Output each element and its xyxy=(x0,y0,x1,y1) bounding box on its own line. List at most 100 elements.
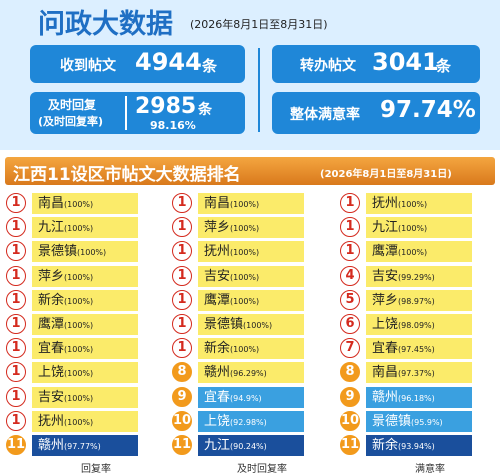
rank-bar: 九江(100%) xyxy=(32,217,138,239)
rank-badge: 1 xyxy=(6,217,26,238)
rank-bar: 新余(100%) xyxy=(198,338,304,360)
rate: (100%) xyxy=(230,224,260,234)
rate: (100%) xyxy=(64,321,94,330)
rate: (100%) xyxy=(64,296,94,306)
rank-row: 1 景德镇(100%) xyxy=(172,314,312,335)
rate: (100%) xyxy=(64,272,94,282)
rank-bar: 九江(90.24%) xyxy=(198,435,304,456)
rank-bar: 鹰潭(100%) xyxy=(366,241,472,263)
rank-row: 10 上饶(92.98%) xyxy=(172,410,312,432)
stat-label: 及时回复 xyxy=(48,98,97,112)
rank-row: 1 新余(100%) xyxy=(172,338,312,360)
rate: (97.37%) xyxy=(398,369,435,379)
stat-value: 2985 xyxy=(135,94,197,119)
column-label: 回复率 xyxy=(81,464,111,475)
rank-badge: 1 xyxy=(6,289,26,310)
rank-badge: 11 xyxy=(340,435,360,455)
city: 吉安 xyxy=(204,268,231,284)
rate: (100%) xyxy=(398,248,428,258)
rank-badge: 1 xyxy=(6,241,26,262)
rank-bar: 景德镇(100%) xyxy=(198,314,304,335)
rate: (96.29%) xyxy=(230,369,267,379)
city: 抚州 xyxy=(372,196,399,211)
rate: (100%) xyxy=(230,200,260,209)
rank-badge: 1 xyxy=(6,410,26,431)
rank-row: 1 吉安(100%) xyxy=(172,265,312,287)
rank-badge: 4 xyxy=(340,265,360,286)
rank-badge: 1 xyxy=(172,314,192,334)
city: 九江 xyxy=(204,438,231,453)
rate: (90.24%) xyxy=(230,442,267,451)
stat-label: (及时回复率) xyxy=(38,115,104,128)
rank-bar: 上饶(98.09%) xyxy=(366,314,472,335)
rank-badge: 1 xyxy=(340,241,360,262)
stat-box: 收到帖文 4944 条 xyxy=(30,45,245,83)
stat-box: 转办帖文 3041 条 xyxy=(272,45,480,83)
rate: (98.97%) xyxy=(398,296,435,306)
city: 萍乡 xyxy=(204,220,231,236)
rank-bar: 赣州(96.29%) xyxy=(198,362,304,384)
rate: (100%) xyxy=(243,321,273,330)
rank-badge: 11 xyxy=(172,435,192,455)
rate: (100%) xyxy=(230,248,260,258)
rank-bar: 南昌(97.37%) xyxy=(366,362,472,384)
rank-row: 1 萍乡(100%) xyxy=(6,265,146,287)
rank-badge: 1 xyxy=(172,265,192,286)
rank-row: 9 赣州(96.18%) xyxy=(340,386,480,408)
city: 赣州 xyxy=(372,389,399,405)
rate: (97.45%) xyxy=(398,345,435,355)
rate: (100%) xyxy=(64,393,94,403)
rank-badge: 1 xyxy=(340,193,360,213)
city: 九江 xyxy=(38,220,65,236)
title: 问政大数据 xyxy=(38,9,173,40)
rank-badge: 1 xyxy=(6,338,26,359)
city: 宜春 xyxy=(372,341,399,357)
rank-bar: 赣州(97.77%) xyxy=(32,435,138,456)
rank-row: 11 新余(93.94%) xyxy=(340,435,480,456)
stat-box: 整体满意率 97.74% xyxy=(272,92,480,134)
rank-row: 1 九江(100%) xyxy=(340,217,480,239)
rank-bar: 宜春(100%) xyxy=(32,338,138,360)
rate: (100%) xyxy=(64,369,94,379)
city: 鹰潭 xyxy=(372,244,399,260)
rank-bar: 赣州(96.18%) xyxy=(366,386,472,408)
rank-badge: 1 xyxy=(6,193,26,213)
rate: (100%) xyxy=(230,272,260,282)
city: 上饶 xyxy=(372,317,399,332)
city: 萍乡 xyxy=(38,268,65,284)
city: 赣州 xyxy=(38,438,65,453)
city: 吉安 xyxy=(38,389,65,405)
rank-row: 1 南昌(100%) xyxy=(6,193,146,214)
city: 九江 xyxy=(372,220,399,236)
rate: (100%) xyxy=(64,345,94,355)
city: 南昌 xyxy=(204,196,231,211)
stat-label: 转办帖文 xyxy=(300,58,356,74)
city: 赣州 xyxy=(204,365,231,381)
divider xyxy=(125,96,127,130)
rank-badge: 1 xyxy=(172,193,192,213)
stat-unit: 条 xyxy=(436,57,452,75)
stat-label: 收到帖文 xyxy=(60,58,116,74)
rank-bar: 吉安(100%) xyxy=(198,265,304,287)
rank-row: 9 宜春(94.9%) xyxy=(172,386,312,408)
stat-box: 及时回复 (及时回复率) 2985 条 98.16% xyxy=(30,92,245,134)
rank-row: 7 宜春(97.45%) xyxy=(340,338,480,360)
stat-value: 3041 xyxy=(372,48,439,76)
city: 鹰潭 xyxy=(38,317,65,332)
city: 抚州 xyxy=(38,413,65,429)
city: 萍乡 xyxy=(372,292,399,308)
rank-row: 1 九江(100%) xyxy=(6,217,146,239)
rank-bar: 新余(100%) xyxy=(32,289,138,311)
rank-badge: 6 xyxy=(340,314,360,334)
rank-badge: 1 xyxy=(340,217,360,238)
rate: (97.77%) xyxy=(64,442,101,451)
city: 景德镇 xyxy=(372,413,412,429)
rank-row: 5 萍乡(98.97%) xyxy=(340,289,480,311)
rank-bar: 抚州(100%) xyxy=(198,241,304,263)
section-period: (2026年8月1日至8月31日) xyxy=(320,169,452,180)
rank-badge: 9 xyxy=(340,386,360,407)
rank-badge: 7 xyxy=(340,338,360,359)
rank-bar: 宜春(94.9%) xyxy=(198,386,304,408)
rank-bar: 鹰潭(100%) xyxy=(198,289,304,311)
